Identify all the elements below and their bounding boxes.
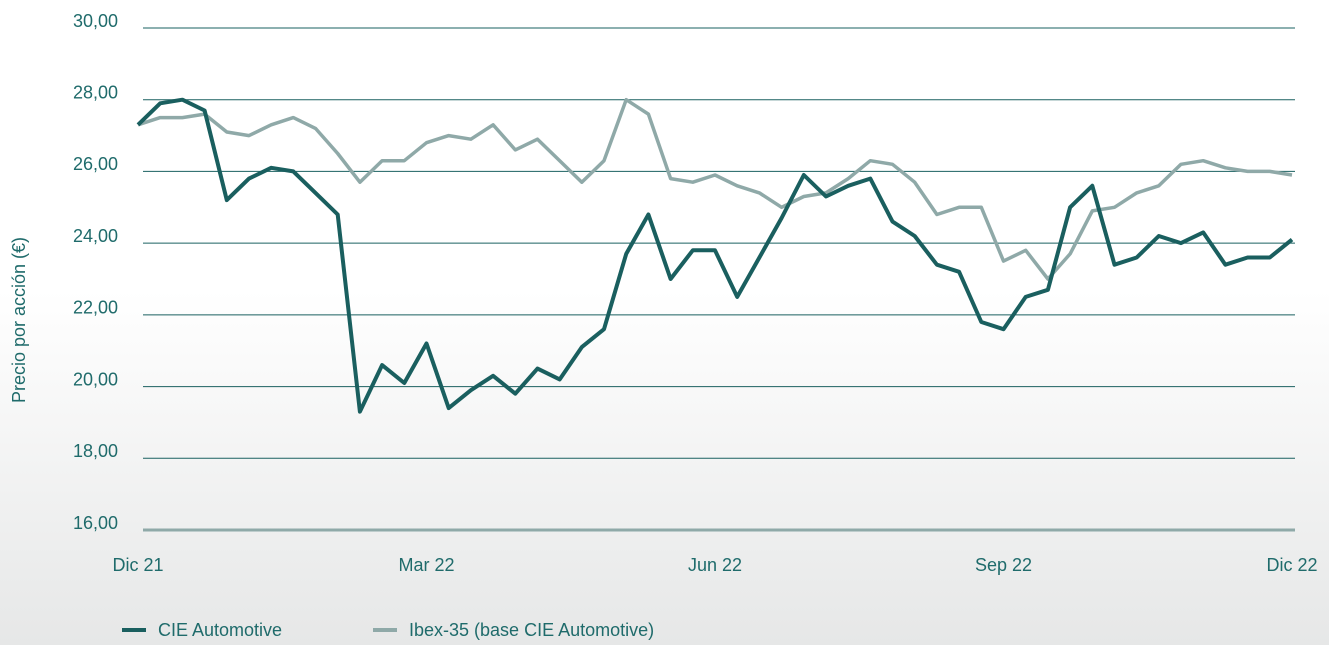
y-tick-label: 30,00 [73, 11, 118, 31]
y-tick-label: 20,00 [73, 369, 118, 389]
legend-label: Ibex-35 (base CIE Automotive) [409, 620, 654, 640]
y-tick-label: 26,00 [73, 154, 118, 174]
x-tick-label: Dic 21 [112, 555, 163, 575]
x-tick-label: Mar 22 [398, 555, 454, 575]
y-tick-label: 16,00 [73, 513, 118, 533]
x-tick-label: Jun 22 [688, 555, 742, 575]
y-tick-label: 18,00 [73, 441, 118, 461]
legend-label: CIE Automotive [158, 620, 282, 640]
y-tick-label: 28,00 [73, 82, 118, 102]
series-line [136, 97, 1294, 414]
y-tick-label: 24,00 [73, 226, 118, 246]
y-axis-label: Precio por acción (€) [9, 237, 29, 403]
x-tick-label: Sep 22 [975, 555, 1032, 575]
x-tick-label: Dic 22 [1266, 555, 1317, 575]
y-tick-label: 22,00 [73, 298, 118, 318]
